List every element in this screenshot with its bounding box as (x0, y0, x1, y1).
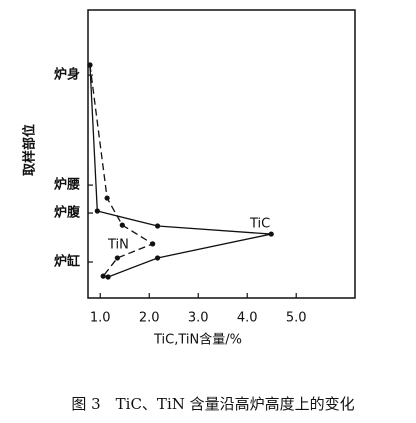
series-line (89, 64, 272, 278)
data-point (154, 255, 161, 261)
y-tick-label: 炉缸 (54, 254, 80, 270)
x-axis-label: TiC,TiN含量/% (153, 332, 242, 348)
series-label: TiN (107, 238, 129, 253)
x-tick-label: 4.0 (237, 311, 258, 326)
x-tick-label: 2.0 (139, 311, 160, 326)
data-point (150, 241, 156, 247)
data-point (119, 222, 125, 228)
data-point (87, 62, 93, 68)
x-tick-label: 3.0 (188, 311, 209, 326)
y-axis-label: 取样部位 (22, 124, 38, 176)
data-point (114, 255, 120, 261)
data-point (104, 195, 110, 201)
y-tick-label: 炉腹 (54, 205, 81, 221)
y-tick-label: 炉身 (54, 67, 80, 83)
data-point (94, 208, 100, 214)
data-point (268, 231, 274, 237)
y-tick-label: 炉腰 (54, 177, 80, 193)
x-tick-label: 5.0 (286, 311, 307, 326)
data-point (154, 223, 161, 229)
series-line (89, 64, 155, 277)
data-point (100, 273, 106, 279)
plot-frame (87, 9, 356, 299)
data-point (105, 274, 111, 280)
caption: 图 3 TiC、TiN 含量沿高炉高度上的变化 (71, 395, 354, 413)
x-tick-label: 1.0 (90, 311, 111, 326)
series-label: TiC (249, 217, 270, 232)
